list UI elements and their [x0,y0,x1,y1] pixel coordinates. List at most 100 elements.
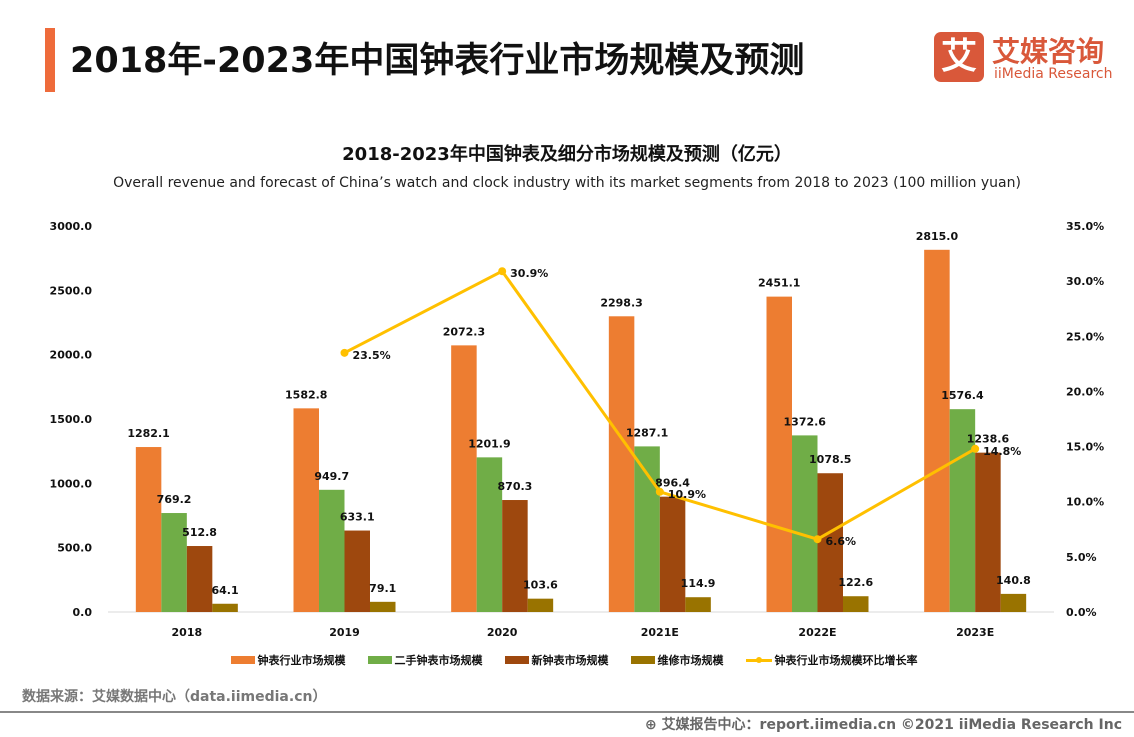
bar-2 [476,457,503,612]
bar-data-label: 2072.3 [443,325,485,338]
bar-4 [1000,593,1027,612]
legend-item: 二手钟表市场规模 [367,652,483,668]
footer-divider [0,711,1134,713]
y-left-tick-label: 1000.0 [50,477,93,490]
chart: 0.0 500.0 1000.0 1500.0 2000.0 2500.0 3000.0 0.… [50,220,1105,639]
bar-data-label: 1201.9 [468,437,510,450]
bar-data-label: 1078.5 [809,453,851,466]
bar-1 [766,296,792,612]
growth-rate-label: 10.9% [668,488,706,501]
bar-data-label: 1287.1 [626,426,668,439]
y-right-tick-label: 15.0% [1066,441,1104,454]
bar-data-label: 1238.6 [967,433,1010,446]
bar-data-label: 633.1 [340,511,375,524]
bar-data-label: 949.7 [314,470,349,483]
y-right-tick-label: 20.0% [1066,385,1104,398]
title-accent-bar [45,28,55,92]
growth-rate-point [340,348,349,357]
bar-3 [186,546,213,612]
bar-3 [344,530,370,612]
bar-2 [792,435,818,612]
logo-en-text: iiMedia Research [994,66,1113,82]
page-title: 2018年-2023年中国钟表行业市场规模及预测 [70,41,805,81]
x-tick-label: 2019 [329,626,360,639]
y-left-tick-label: 2500.0 [50,284,93,297]
y-right-tick-label: 10.0% [1066,496,1104,509]
bar-data-label: 122.6 [838,576,873,589]
bar-1 [924,249,950,612]
legend-item: 钟表行业市场规模环比增长率 [745,652,918,668]
legend-swatch [230,656,255,664]
bar-4 [685,597,711,612]
data-source: 数据来源：艾媒数据中心（data.iimedia.cn） [22,689,327,705]
bar-data-label: 2815.0 [916,230,959,243]
bar-data-label: 103.6 [523,579,558,592]
legend-label: 钟表行业市场规模环比增长率 [774,654,918,667]
bar-4 [370,601,396,612]
growth-rate-point [813,535,822,544]
chart-subtitle: Overall revenue and forecast of China’s … [113,175,1021,191]
globe-cursor-icon: ⊕ [644,717,662,733]
growth-rate-label: 30.9% [510,267,548,280]
x-tick-label: 2020 [487,626,518,639]
bar-2 [319,489,345,612]
legend-label: 新钟表市场规模 [531,654,609,667]
y-right-tick-label: 0.0% [1066,606,1097,619]
bar-data-label: 1372.6 [784,415,827,428]
legend-swatch [630,656,655,664]
y-right-tick-label: 25.0% [1066,330,1104,343]
y-right-tick-label: 5.0% [1066,551,1097,564]
y-left-tick-label: 1500.0 [50,413,93,426]
footer: ⊕ 艾媒报告中心：report.iimedia.cn ©2021 iiMedia… [645,714,1122,734]
y-left-tick-label: 500.0 [57,542,92,555]
bar-data-label: 870.3 [498,480,533,493]
footer-text: 艾媒报告中心：report.iimedia.cn ©2021 iiMedia R… [661,717,1122,733]
x-tick-label: 2023E [956,626,994,639]
bar-data-label: 1582.8 [285,388,327,401]
bar-2 [634,446,660,612]
bar-data-label: 1282.1 [127,427,169,440]
legend: 钟表行业市场规模 二手钟表市场规模 新钟表市场规模 维修市场规模 钟表行业市场规模环比增… [0,652,1134,668]
growth-rate-point [655,487,664,496]
bar-4 [527,598,554,612]
legend-swatch [367,656,392,664]
bar-data-label: 896.4 [655,477,690,490]
legend-item: 维修市场规模 [630,652,724,668]
legend-label: 钟表行业市场规模 [257,654,346,667]
bar-data-label: 512.8 [182,526,217,539]
y-left-tick-label: 3000.0 [50,220,93,233]
bar-3 [975,452,1001,612]
y-left-tick-label: 0.0 [73,606,93,619]
legend-label: 二手钟表市场规模 [394,654,483,667]
bar-data-label: 64.1 [212,584,239,597]
y-left-tick-label: 2000.0 [50,349,93,362]
growth-rate-point [498,267,507,276]
bar-1 [608,316,635,612]
chart-title: 2018-2023年中国钟表及细分市场规模及预测（亿元） [342,144,792,165]
logo-cn-text: 艾媒咨询 [992,35,1105,68]
bar-2 [161,513,187,612]
bar-data-label: 1576.4 [941,389,984,402]
bar-3 [659,496,686,612]
bar-data-label: 2451.1 [758,277,800,290]
bar-data-label: 140.8 [996,574,1031,587]
y-right-tick-label: 35.0% [1066,220,1104,233]
growth-rate-label: 23.5% [353,349,391,362]
growth-rate-label: 14.8% [983,445,1021,458]
bar-1 [451,345,477,612]
bar-data-label: 79.1 [369,582,396,595]
legend-item: 钟表行业市场规模 [230,652,346,668]
legend-swatch [745,656,772,663]
logo-mark: 艾 [934,32,984,82]
iimedia-logo: 艾 艾媒咨询 iiMedia Research [934,32,1114,88]
x-tick-label: 2018 [172,626,203,639]
bar-data-label: 2298.3 [600,296,642,309]
x-tick-label: 2021E [641,626,679,639]
x-tick-label: 2022E [798,626,836,639]
bar-4 [212,603,238,612]
bar-2 [949,409,976,612]
growth-rate-point [971,444,980,453]
bar-data-label: 769.2 [157,493,192,506]
legend-item: 新钟表市场规模 [504,652,609,668]
